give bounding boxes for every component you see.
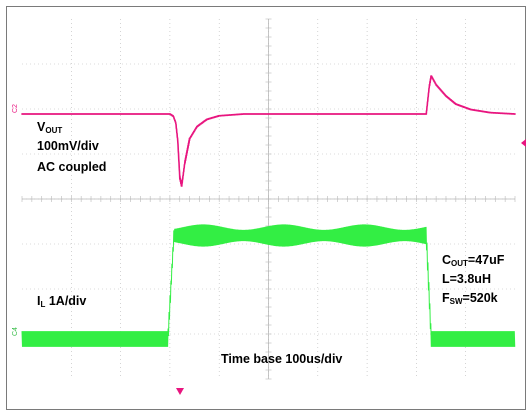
ch2-marker: C2: [12, 104, 19, 113]
il-label: IL 1A/div: [37, 294, 87, 309]
channel-markers: C2 C4: [12, 104, 526, 395]
il-waveform: [21, 224, 516, 347]
trigger-position-marker: [176, 388, 184, 395]
trigger-level-marker: [521, 139, 526, 147]
vout-waveform: [21, 75, 516, 187]
inductor-label: L=3.8uH: [442, 272, 491, 286]
fsw-label: FSW=520k: [442, 291, 498, 306]
il-trace: [21, 224, 516, 347]
vout-label: VOUT: [37, 120, 63, 135]
cout-label: COUT=47uF: [442, 253, 505, 268]
vout-trace: [21, 75, 516, 187]
scope-grid: [21, 18, 516, 380]
timebase-label: Time base 100us/div: [221, 352, 343, 366]
vout-scale-label: 100mV/div: [37, 139, 99, 153]
ch4-marker: C4: [12, 327, 19, 336]
vout-coupling-label: AC coupled: [37, 160, 107, 174]
